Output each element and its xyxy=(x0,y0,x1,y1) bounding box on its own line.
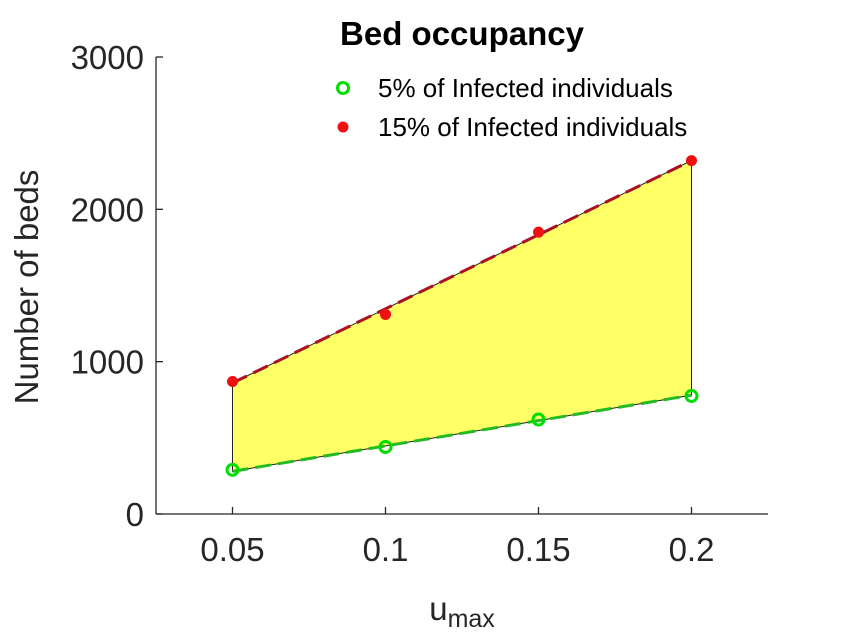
fit-line xyxy=(232,393,692,473)
legend-entry-label: 5% of Infected individuals xyxy=(378,73,673,103)
legend-marker-filled xyxy=(337,121,349,133)
y-ticks: 0 1000 2000 3000 xyxy=(71,39,163,533)
axes: 0 1000 2000 3000 0.05 0.1 0.15 0.2 xyxy=(71,39,768,568)
y-tick-label: 0 xyxy=(126,496,144,533)
y-tick-label: 2000 xyxy=(71,191,144,228)
x-tick-label: 0.05 xyxy=(200,531,264,568)
x-tick-label: 0.15 xyxy=(506,531,570,568)
x-axis-label-sub: max xyxy=(448,605,496,633)
x-axis-label: umax xyxy=(429,590,495,633)
legend-marker-open xyxy=(336,81,350,95)
y-tick-label: 3000 xyxy=(71,39,144,76)
data-point-5pct xyxy=(225,462,240,477)
data-point-5pct xyxy=(378,439,393,454)
x-axis-label-main: u xyxy=(429,590,447,627)
data-markers xyxy=(225,155,699,477)
fill-between-area xyxy=(232,160,692,472)
data-point-15pct xyxy=(686,155,697,167)
data-point-5pct xyxy=(684,388,699,403)
x-tick-label: 0.1 xyxy=(363,531,409,568)
data-point-15pct xyxy=(380,308,391,320)
x-tick-label: 0.2 xyxy=(669,531,715,568)
plot-area xyxy=(225,155,699,477)
x-ticks: 0.05 0.1 0.15 0.2 xyxy=(200,507,714,568)
legend-entry-label: 15% of Infected individuals xyxy=(378,112,687,142)
y-tick-label: 1000 xyxy=(71,344,144,381)
chart-title: Bed occupancy xyxy=(340,15,585,52)
legend: 5% of Infected individuals 15% of Infecte… xyxy=(336,73,687,142)
fit-lines xyxy=(231,159,693,473)
data-point-15pct xyxy=(533,226,544,238)
data-point-15pct xyxy=(227,375,238,387)
y-axis-label: Number of beds xyxy=(8,170,45,405)
data-point-5pct xyxy=(531,412,546,427)
fit-line xyxy=(231,159,693,385)
